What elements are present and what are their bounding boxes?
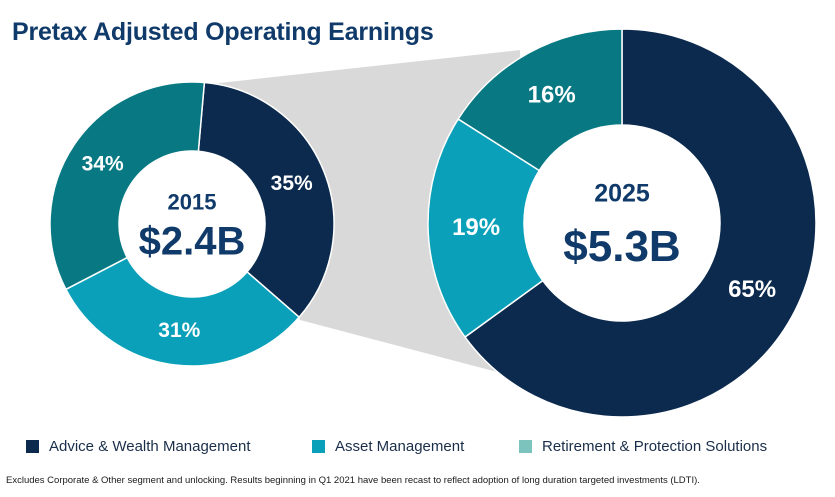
- footnote: Excludes Corporate & Other segment and u…: [6, 475, 700, 486]
- slice-label-2015-asset-management: 31%: [158, 319, 200, 342]
- slice-label-2015-retirement-protection-solutions: 34%: [82, 153, 124, 176]
- slice-label-2025-asset-management: 19%: [452, 214, 500, 241]
- legend: Advice & Wealth Management Asset Managem…: [0, 438, 835, 460]
- legend-item-advice-wealth: Advice & Wealth Management: [26, 438, 251, 455]
- legend-label-asset-management: Asset Management: [335, 438, 465, 455]
- center-total-2025: $5.3B: [563, 222, 680, 271]
- legend-label-advice-wealth: Advice & Wealth Management: [49, 438, 251, 455]
- slice-label-2025-retirement-protection-solutions: 16%: [528, 82, 576, 109]
- donut-hole-2015: [119, 151, 265, 297]
- legend-label-retirement-protection: Retirement & Protection Solutions: [542, 438, 768, 455]
- legend-swatch-retirement-protection: [519, 440, 532, 453]
- slice-label-2025-advice-wealth-management: 65%: [728, 276, 776, 303]
- donut-2025: 65% 19% 16% 2025 $5.3B: [427, 28, 817, 418]
- legend-item-retirement-protection: Retirement & Protection Solutions: [519, 438, 767, 455]
- center-year-2025: 2025: [594, 180, 650, 208]
- legend-swatch-advice-wealth: [26, 440, 39, 453]
- donut-2015: 35% 31% 34% 2015 $2.4B: [49, 81, 335, 367]
- legend-item-asset-management: Asset Management: [312, 438, 464, 455]
- center-total-2015: $2.4B: [139, 220, 246, 264]
- legend-swatch-asset-management: [312, 440, 325, 453]
- center-year-2015: 2015: [168, 190, 217, 215]
- chart-title: Pretax Adjusted Operating Earnings: [12, 18, 434, 46]
- donut-hole-2025: [524, 125, 720, 321]
- slice-label-2015-advice-wealth-management: 35%: [271, 172, 313, 195]
